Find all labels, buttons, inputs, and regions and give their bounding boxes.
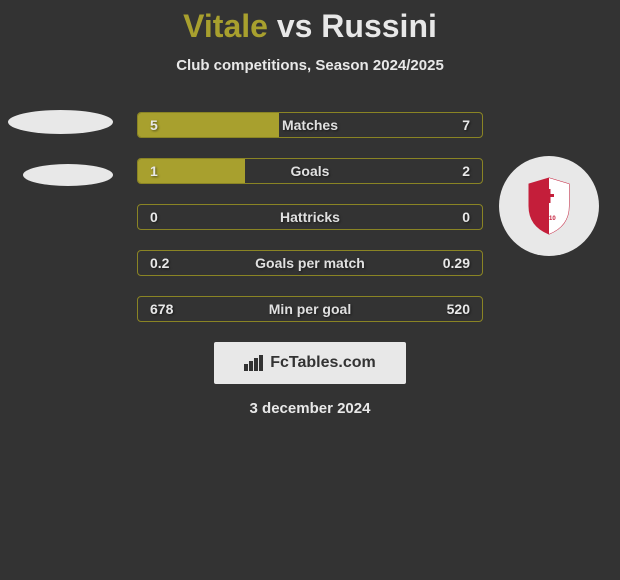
stat-row-min-per-goal: 678 Min per goal 520 bbox=[137, 296, 483, 322]
vs-text: vs bbox=[277, 8, 313, 44]
svg-text:1810: 1810 bbox=[542, 216, 556, 222]
comparison-title: Vitale vs Russini bbox=[0, 8, 620, 45]
stat-label: Matches bbox=[138, 117, 482, 133]
stat-right-value: 7 bbox=[462, 117, 470, 133]
fctables-content: FcTables.com bbox=[244, 354, 376, 372]
fctables-badge: FcTables.com bbox=[214, 342, 406, 384]
fctables-text: FcTables.com bbox=[270, 354, 376, 372]
stat-right-value: 2 bbox=[462, 163, 470, 179]
stat-right-value: 520 bbox=[447, 301, 470, 317]
stat-row-goals: 1 Goals 2 bbox=[137, 158, 483, 184]
stat-rows: 5 Matches 7 1 Goals 2 0 Hattricks 0 0.2 … bbox=[137, 112, 483, 322]
stat-row-goals-per-match: 0.2 Goals per match 0.29 bbox=[137, 250, 483, 276]
shield-icon: 1810 bbox=[524, 176, 574, 236]
stat-row-matches: 5 Matches 7 bbox=[137, 112, 483, 138]
player2-name: Russini bbox=[321, 8, 437, 44]
date-text: 3 december 2024 bbox=[0, 400, 620, 417]
stats-area: 1810 5 Matches 7 1 Goals 2 0 Hattricks bbox=[0, 112, 620, 417]
avatar-ellipse-small bbox=[23, 164, 113, 186]
stat-row-hattricks: 0 Hattricks 0 bbox=[137, 204, 483, 230]
stat-label: Goals per match bbox=[138, 255, 482, 271]
main-container: Vitale vs Russini Club competitions, Sea… bbox=[0, 0, 620, 417]
stat-label: Hattricks bbox=[138, 209, 482, 225]
left-avatar-group bbox=[8, 110, 113, 216]
stat-label: Min per goal bbox=[138, 301, 482, 317]
team-badge: 1810 bbox=[499, 156, 599, 256]
stat-right-value: 0 bbox=[462, 209, 470, 225]
subtitle: Club competitions, Season 2024/2025 bbox=[0, 57, 620, 74]
player1-name: Vitale bbox=[183, 8, 268, 44]
stat-label: Goals bbox=[138, 163, 482, 179]
stat-right-value: 0.29 bbox=[443, 255, 470, 271]
avatar-ellipse bbox=[8, 110, 113, 134]
chart-icon bbox=[244, 355, 264, 371]
